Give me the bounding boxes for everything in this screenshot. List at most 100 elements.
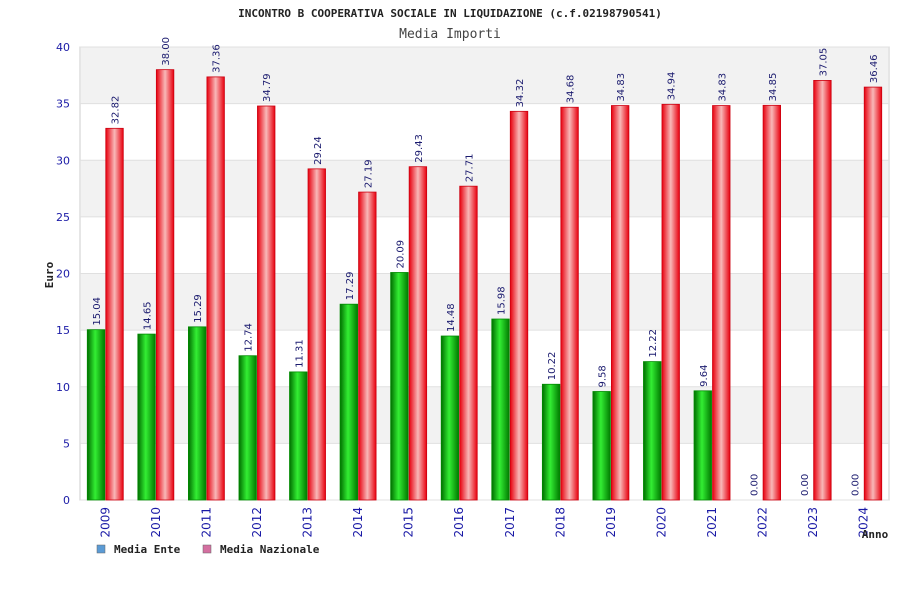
bar-media-nazionale-2024 [863,86,883,501]
x-tick-label-2019: 2019 [604,507,618,538]
y-tick-label: 10 [56,381,70,394]
value-label-media-nazionale-2013: 29.24 [313,136,324,165]
bar-media-nazionale-2014 [358,191,377,501]
bar-media-ente-2020 [643,361,662,501]
bar-media-nazionale-2015 [408,166,428,501]
value-label-media-ente-2015: 20.09 [395,240,406,269]
bar-media-nazionale-2022 [762,104,781,501]
value-label-media-nazionale-2012: 34.79 [262,73,273,102]
value-label-media-nazionale-2020: 34.94 [667,72,678,101]
value-label-media-ente-2022: 0.00 [749,474,760,496]
value-label-media-nazionale-2009: 32.82 [111,96,122,125]
value-label-media-ente-2023: 0.00 [800,474,811,496]
value-label-media-ente-2019: 9.58 [598,365,609,387]
value-label-media-nazionale-2024: 36.46 [869,54,880,83]
legend-swatch-media-ente [96,544,106,554]
legend-label-media-ente: Media Ente [114,543,181,556]
bar-media-nazionale-2009 [105,127,124,501]
bar-media-ente-2011 [188,326,207,501]
x-tick-label-2022: 2022 [756,507,770,538]
y-tick-label: 15 [56,324,70,337]
y-tick-label: 35 [56,98,70,111]
y-tick-label: 0 [63,494,70,507]
x-tick-label-2018: 2018 [553,507,567,538]
bar-media-nazionale-2012 [257,105,276,501]
value-label-media-ente-2024: 0.00 [850,474,861,496]
value-label-media-ente-2014: 17.29 [345,272,356,301]
value-label-media-nazionale-2014: 27.19 [363,159,374,188]
value-label-media-nazionale-2018: 34.68 [566,75,577,104]
chart-title: INCONTRO B COOPERATIVA SOCIALE IN LIQUID… [238,7,662,20]
y-axis-ticks: 0 5 10 15 20 25 30 35 40 [56,41,70,507]
bar-media-ente-2016 [440,335,460,501]
legend-swatch-media-nazionale [202,544,212,554]
x-tick-label-2016: 2016 [452,507,466,538]
bar-media-nazionale-2016 [459,185,478,501]
value-label-media-nazionale-2010: 38.00 [161,37,172,66]
value-label-media-ente-2016: 14.48 [446,303,457,332]
value-label-media-nazionale-2023: 37.05 [818,48,829,77]
x-tick-label-2023: 2023 [806,507,820,538]
bar-media-ente-2013 [289,371,308,501]
value-label-media-ente-2012: 12.74 [244,323,255,352]
value-label-media-nazionale-2011: 37.36 [212,44,223,73]
bar-media-ente-2017 [491,318,510,501]
x-axis-ticks: 2009 2010 2011 2012 2013 2014 2015 2016 2017 2018… [98,507,870,538]
legend-label-media-nazionale: Media Nazionale [220,543,320,556]
chart-subtitle: Media Importi [399,27,501,42]
y-axis-label: Euro [43,261,56,288]
bars-group [86,69,883,501]
bar-media-ente-2015 [390,272,409,501]
x-tick-label-2020: 2020 [654,507,668,538]
value-label-media-ente-2013: 11.31 [294,339,305,368]
value-label-media-nazionale-2016: 27.71 [464,154,475,183]
value-labels-group: 15.04 32.82 14.65 38.00 15.29 37.36 12.74 34.79… [92,37,880,496]
value-label-media-ente-2018: 10.22 [547,352,558,381]
x-tick-label-2010: 2010 [149,507,163,538]
value-label-media-ente-2010: 14.65 [143,301,154,330]
y-tick-label: 40 [56,41,70,54]
bar-media-nazionale-2020 [661,103,680,501]
value-label-media-ente-2020: 12.22 [648,329,659,358]
value-label-media-nazionale-2015: 29.43 [414,134,425,163]
bar-media-ente-2019 [592,391,611,501]
y-tick-label: 25 [56,211,70,224]
value-label-media-nazionale-2022: 34.85 [768,73,779,102]
value-label-media-nazionale-2021: 34.83 [717,73,728,102]
bar-media-nazionale-2017 [509,110,529,501]
bar-media-ente-2009 [86,329,106,501]
bar-media-ente-2012 [238,355,257,501]
x-axis-label: Anno [862,528,889,541]
x-tick-label-2015: 2015 [402,507,416,538]
bar-media-ente-2010 [137,333,156,501]
bar-media-ente-2021 [693,390,712,501]
x-tick-label-2024: 2024 [857,507,871,538]
value-label-media-ente-2021: 9.64 [699,365,710,387]
bar-media-nazionale-2010 [155,69,175,501]
value-label-media-nazionale-2019: 34.83 [616,73,627,102]
x-tick-label-2009: 2009 [98,507,112,538]
bar-media-nazionale-2018 [560,106,579,501]
y-tick-label: 5 [63,437,70,450]
bar-media-ente-2014 [339,303,358,501]
bar-media-ente-2018 [541,383,561,501]
value-label-media-ente-2017: 15.98 [497,286,508,315]
y-tick-label: 30 [56,154,70,167]
x-tick-label-2012: 2012 [250,507,264,538]
x-tick-label-2013: 2013 [301,507,315,538]
y-tick-label: 20 [56,268,70,281]
bar-media-nazionale-2021 [712,105,731,501]
value-label-media-nazionale-2017: 34.32 [515,79,526,108]
x-tick-label-2021: 2021 [705,507,719,538]
value-label-media-ente-2009: 15.04 [92,297,103,326]
x-tick-label-2017: 2017 [503,507,517,538]
legend: Media Ente Media Nazionale [96,543,320,556]
x-tick-label-2014: 2014 [351,507,365,538]
bar-media-nazionale-2011 [206,76,225,501]
bar-media-nazionale-2013 [307,168,326,501]
x-tick-label-2011: 2011 [199,507,213,538]
bar-media-nazionale-2019 [611,105,630,501]
value-label-media-ente-2011: 15.29 [193,294,204,323]
bar-media-nazionale-2023 [813,80,832,501]
